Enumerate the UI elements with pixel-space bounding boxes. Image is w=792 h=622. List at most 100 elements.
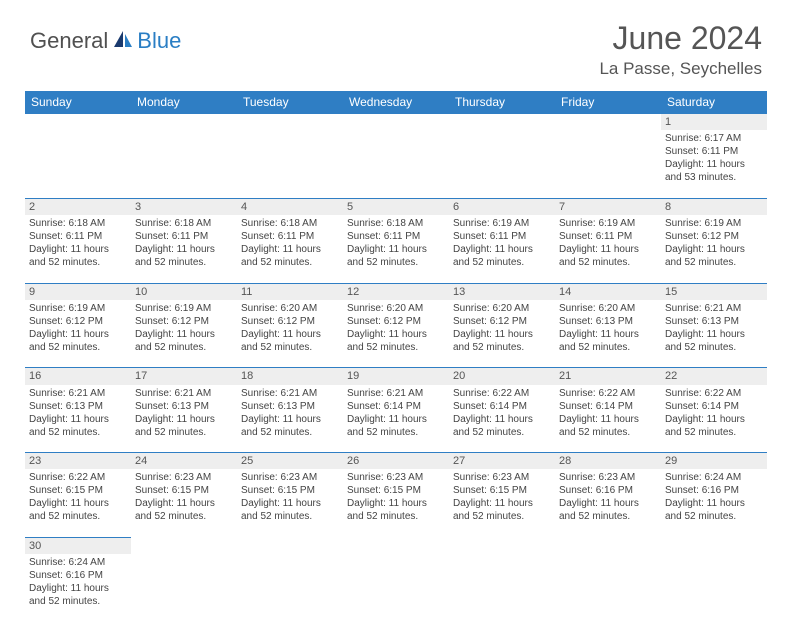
sunrise-text: Sunrise: 6:20 AM — [347, 302, 445, 315]
day-data-cell: Sunrise: 6:19 AMSunset: 6:11 PMDaylight:… — [449, 215, 555, 283]
day-number-cell: 25 — [237, 453, 343, 470]
sunset-text: Sunset: 6:15 PM — [453, 484, 551, 497]
day-number-cell: 26 — [343, 453, 449, 470]
calendar-body: 1Sunrise: 6:17 AMSunset: 6:11 PMDaylight… — [25, 114, 767, 622]
daylight-text: Daylight: 11 hours and 52 minutes. — [29, 243, 127, 269]
day-number-cell: 14 — [555, 283, 661, 300]
sunset-text: Sunset: 6:13 PM — [29, 400, 127, 413]
month-title: June 2024 — [599, 20, 762, 57]
day-number-cell: 18 — [237, 368, 343, 385]
sunset-text: Sunset: 6:13 PM — [665, 315, 763, 328]
sunrise-text: Sunrise: 6:23 AM — [347, 471, 445, 484]
sunset-text: Sunset: 6:15 PM — [29, 484, 127, 497]
sunrise-text: Sunrise: 6:19 AM — [559, 217, 657, 230]
sunrise-text: Sunrise: 6:18 AM — [347, 217, 445, 230]
sunrise-text: Sunrise: 6:23 AM — [453, 471, 551, 484]
day-data-cell: Sunrise: 6:20 AMSunset: 6:12 PMDaylight:… — [449, 300, 555, 368]
sunset-text: Sunset: 6:12 PM — [347, 315, 445, 328]
sunset-text: Sunset: 6:12 PM — [453, 315, 551, 328]
day-number-cell — [555, 537, 661, 554]
logo-text-blue: Blue — [137, 28, 181, 54]
day-number-cell — [343, 114, 449, 131]
daylight-text: Daylight: 11 hours and 52 minutes. — [559, 243, 657, 269]
sunset-text: Sunset: 6:15 PM — [347, 484, 445, 497]
day-number-cell: 2 — [25, 198, 131, 215]
day-number-cell — [449, 537, 555, 554]
day-number-cell: 1 — [661, 114, 767, 131]
sunset-text: Sunset: 6:13 PM — [135, 400, 233, 413]
day-number-cell: 6 — [449, 198, 555, 215]
daylight-text: Daylight: 11 hours and 52 minutes. — [559, 328, 657, 354]
day-number-cell: 29 — [661, 453, 767, 470]
daylight-text: Daylight: 11 hours and 52 minutes. — [559, 413, 657, 439]
sunset-text: Sunset: 6:14 PM — [453, 400, 551, 413]
day-data-cell: Sunrise: 6:24 AMSunset: 6:16 PMDaylight:… — [661, 469, 767, 537]
daylight-text: Daylight: 11 hours and 52 minutes. — [347, 328, 445, 354]
day-data-cell: Sunrise: 6:19 AMSunset: 6:11 PMDaylight:… — [555, 215, 661, 283]
daylight-text: Daylight: 11 hours and 52 minutes. — [29, 582, 127, 608]
sunset-text: Sunset: 6:11 PM — [135, 230, 233, 243]
day-data-cell: Sunrise: 6:21 AMSunset: 6:13 PMDaylight:… — [661, 300, 767, 368]
sunrise-text: Sunrise: 6:20 AM — [559, 302, 657, 315]
day-number-cell: 27 — [449, 453, 555, 470]
day-number-cell: 22 — [661, 368, 767, 385]
sunset-text: Sunset: 6:14 PM — [665, 400, 763, 413]
day-data-cell: Sunrise: 6:22 AMSunset: 6:15 PMDaylight:… — [25, 469, 131, 537]
weekday-header: Tuesday — [237, 91, 343, 114]
weekday-header: Friday — [555, 91, 661, 114]
daylight-text: Daylight: 11 hours and 52 minutes. — [453, 413, 551, 439]
day-data-cell — [25, 130, 131, 198]
daylight-text: Daylight: 11 hours and 52 minutes. — [453, 497, 551, 523]
sunset-text: Sunset: 6:11 PM — [241, 230, 339, 243]
daylight-text: Daylight: 11 hours and 52 minutes. — [665, 243, 763, 269]
daylight-text: Daylight: 11 hours and 52 minutes. — [665, 328, 763, 354]
sunset-text: Sunset: 6:14 PM — [559, 400, 657, 413]
day-data-cell: Sunrise: 6:20 AMSunset: 6:12 PMDaylight:… — [343, 300, 449, 368]
day-number-cell: 4 — [237, 198, 343, 215]
sunrise-text: Sunrise: 6:23 AM — [135, 471, 233, 484]
day-data-cell: Sunrise: 6:23 AMSunset: 6:15 PMDaylight:… — [449, 469, 555, 537]
day-number-row: 2345678 — [25, 198, 767, 215]
day-number-cell: 3 — [131, 198, 237, 215]
daylight-text: Daylight: 11 hours and 52 minutes. — [665, 497, 763, 523]
sunset-text: Sunset: 6:11 PM — [665, 145, 763, 158]
day-data-row: Sunrise: 6:18 AMSunset: 6:11 PMDaylight:… — [25, 215, 767, 283]
day-number-cell: 13 — [449, 283, 555, 300]
day-number-cell: 21 — [555, 368, 661, 385]
sunset-text: Sunset: 6:12 PM — [135, 315, 233, 328]
daylight-text: Daylight: 11 hours and 52 minutes. — [665, 413, 763, 439]
sunset-text: Sunset: 6:12 PM — [241, 315, 339, 328]
daylight-text: Daylight: 11 hours and 52 minutes. — [135, 243, 233, 269]
day-number-cell: 16 — [25, 368, 131, 385]
sunset-text: Sunset: 6:16 PM — [559, 484, 657, 497]
day-number-cell — [131, 537, 237, 554]
daylight-text: Daylight: 11 hours and 52 minutes. — [135, 328, 233, 354]
daylight-text: Daylight: 11 hours and 52 minutes. — [241, 328, 339, 354]
weekday-header: Thursday — [449, 91, 555, 114]
day-data-cell — [343, 130, 449, 198]
day-number-cell — [25, 114, 131, 131]
day-number-cell — [555, 114, 661, 131]
sunrise-text: Sunrise: 6:21 AM — [241, 387, 339, 400]
logo-text-general: General — [30, 28, 108, 54]
day-number-row: 23242526272829 — [25, 453, 767, 470]
day-number-cell — [131, 114, 237, 131]
sunrise-text: Sunrise: 6:22 AM — [559, 387, 657, 400]
day-data-cell: Sunrise: 6:22 AMSunset: 6:14 PMDaylight:… — [449, 385, 555, 453]
sunrise-text: Sunrise: 6:22 AM — [665, 387, 763, 400]
logo: General Blue — [30, 28, 181, 54]
daylight-text: Daylight: 11 hours and 52 minutes. — [135, 497, 233, 523]
sunrise-text: Sunrise: 6:21 AM — [665, 302, 763, 315]
day-number-cell: 20 — [449, 368, 555, 385]
weekday-header: Wednesday — [343, 91, 449, 114]
daylight-text: Daylight: 11 hours and 52 minutes. — [453, 328, 551, 354]
day-data-cell: Sunrise: 6:18 AMSunset: 6:11 PMDaylight:… — [131, 215, 237, 283]
day-data-row: Sunrise: 6:19 AMSunset: 6:12 PMDaylight:… — [25, 300, 767, 368]
sunrise-text: Sunrise: 6:22 AM — [29, 471, 127, 484]
day-data-cell — [555, 130, 661, 198]
day-number-row: 9101112131415 — [25, 283, 767, 300]
sunrise-text: Sunrise: 6:24 AM — [29, 556, 127, 569]
sunrise-text: Sunrise: 6:18 AM — [241, 217, 339, 230]
day-data-cell — [449, 130, 555, 198]
header: General Blue June 2024 La Passe, Seychel… — [0, 0, 792, 87]
